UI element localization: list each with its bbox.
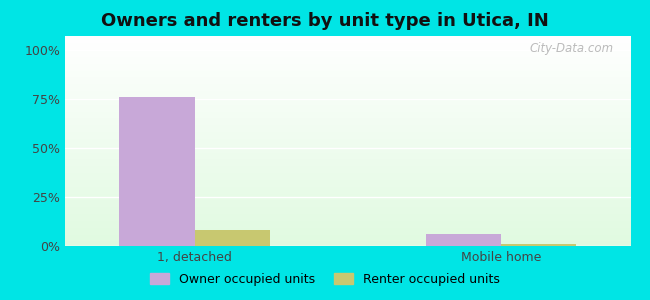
Text: Owners and renters by unit type in Utica, IN: Owners and renters by unit type in Utica… — [101, 12, 549, 30]
Text: City-Data.com: City-Data.com — [529, 42, 614, 55]
Bar — [119, 97, 194, 246]
Bar — [426, 234, 501, 246]
Bar — [194, 230, 270, 246]
Bar — [501, 244, 577, 246]
Legend: Owner occupied units, Renter occupied units: Owner occupied units, Renter occupied un… — [146, 268, 504, 291]
